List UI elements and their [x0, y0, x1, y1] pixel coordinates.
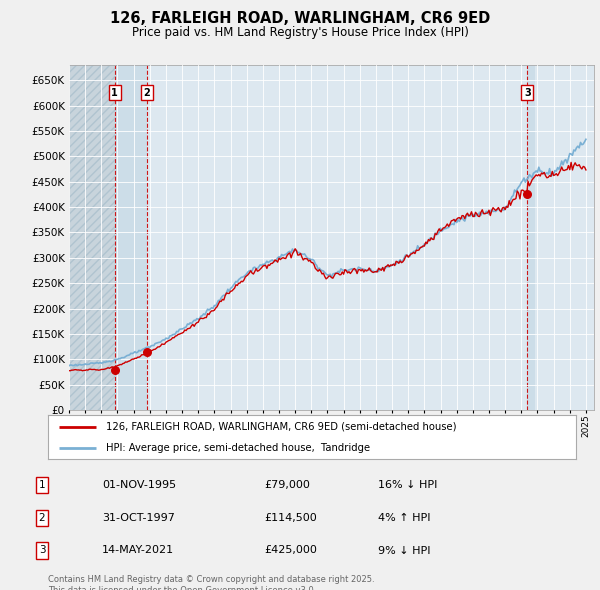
Text: 01-NOV-1995: 01-NOV-1995: [102, 480, 176, 490]
Text: 31-OCT-1997: 31-OCT-1997: [102, 513, 175, 523]
Text: £114,500: £114,500: [264, 513, 317, 523]
Text: HPI: Average price, semi-detached house,  Tandridge: HPI: Average price, semi-detached house,…: [106, 443, 370, 453]
Text: 2: 2: [143, 88, 151, 98]
Text: 3: 3: [524, 88, 530, 98]
Text: 14-MAY-2021: 14-MAY-2021: [102, 546, 174, 555]
Point: [110, 365, 119, 375]
Text: 16% ↓ HPI: 16% ↓ HPI: [378, 480, 437, 490]
Point: [142, 347, 152, 356]
Text: 1: 1: [112, 88, 118, 98]
Point: [523, 189, 532, 199]
Text: Price paid vs. HM Land Registry's House Price Index (HPI): Price paid vs. HM Land Registry's House …: [131, 26, 469, 39]
Bar: [527, 65, 535, 410]
Text: 2: 2: [38, 513, 46, 523]
Text: £425,000: £425,000: [264, 546, 317, 555]
Text: £79,000: £79,000: [264, 480, 310, 490]
Text: 4% ↑ HPI: 4% ↑ HPI: [378, 513, 431, 523]
Bar: [69, 65, 115, 410]
Bar: [115, 65, 147, 410]
Text: 126, FARLEIGH ROAD, WARLINGHAM, CR6 9ED: 126, FARLEIGH ROAD, WARLINGHAM, CR6 9ED: [110, 11, 490, 27]
Text: 9% ↓ HPI: 9% ↓ HPI: [378, 546, 431, 555]
Text: 1: 1: [38, 480, 46, 490]
Text: Contains HM Land Registry data © Crown copyright and database right 2025.
This d: Contains HM Land Registry data © Crown c…: [48, 575, 374, 590]
Text: 126, FARLEIGH ROAD, WARLINGHAM, CR6 9ED (semi-detached house): 126, FARLEIGH ROAD, WARLINGHAM, CR6 9ED …: [106, 422, 457, 432]
Text: 3: 3: [38, 546, 46, 555]
